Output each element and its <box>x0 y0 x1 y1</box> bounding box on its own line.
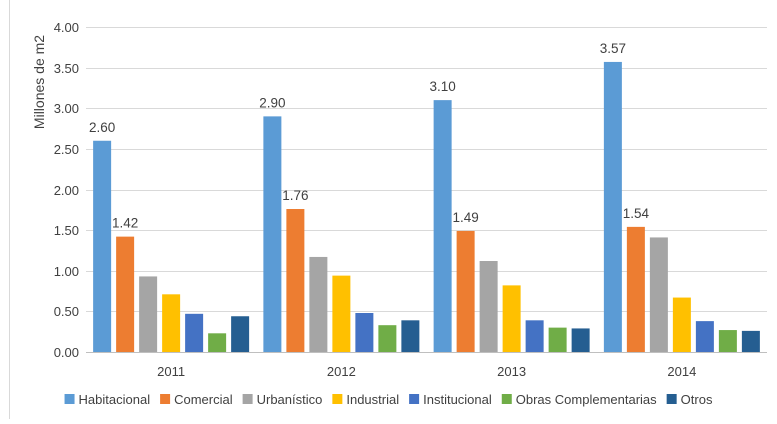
x-tick-label: 2014 <box>667 364 696 379</box>
x-tick-label: 2013 <box>497 364 526 379</box>
bars <box>93 61 760 352</box>
bar-urban-stico-2014 <box>649 237 668 352</box>
legend-label: Otros <box>681 392 713 407</box>
y-tick-label: 3.50 <box>54 61 79 76</box>
bar-comercial-2013 <box>456 230 475 352</box>
legend-label: Urbanístico <box>257 392 323 407</box>
x-axis-ticks: 2011 2012 2013 2014 <box>157 364 696 379</box>
legend-swatch <box>332 394 343 404</box>
bar-industrial-2012 <box>332 275 351 352</box>
legend: Habitacional Comercial Urbanístico Industri… <box>64 392 713 407</box>
y-tick-label: 0.50 <box>54 304 79 319</box>
y-axis-ticks: 0.00 0.50 1.00 1.50 2.00 2.50 3.00 3.50 4.00 <box>54 20 79 360</box>
legend-item: Habitacional <box>64 392 151 407</box>
legend-item: Otros <box>666 392 713 407</box>
x-tick-label: 2011 <box>157 364 185 379</box>
bar-institucional-2014 <box>695 321 714 352</box>
data-label: 1.76 <box>282 188 308 203</box>
legend-item: Comercial <box>160 392 233 407</box>
x-tick-label: 2012 <box>327 364 356 379</box>
y-tick-label: 1.00 <box>54 264 79 279</box>
legend-swatch <box>501 394 512 404</box>
bar-otros-2014 <box>741 330 760 352</box>
legend-swatch <box>409 394 420 404</box>
bar-otros-2012 <box>401 320 420 352</box>
bar-obras-complementarias-2012 <box>378 325 397 352</box>
bar-urban-stico-2012 <box>309 256 328 352</box>
bar-obras-complementarias-2013 <box>548 327 567 352</box>
bar-institucional-2013 <box>525 320 544 352</box>
data-label: 3.10 <box>429 79 455 94</box>
legend-swatch <box>64 394 75 404</box>
data-label: 1.54 <box>623 206 650 221</box>
bar-institucional-2012 <box>355 313 374 352</box>
y-axis-title: Millones de m2 <box>31 35 47 129</box>
legend-item: Institucional <box>409 392 492 407</box>
bar-industrial-2011 <box>162 294 181 352</box>
data-labels: 2.60 1.42 2.90 1.76 3.10 1.49 3.57 1.54 <box>89 41 650 231</box>
legend-item: Urbanístico <box>242 392 323 407</box>
data-label: 1.42 <box>112 216 138 231</box>
data-label: 1.49 <box>452 210 478 225</box>
data-label: 2.60 <box>89 120 115 135</box>
legend-label: Industrial <box>346 392 399 407</box>
legend-swatch <box>242 394 253 404</box>
y-tick-label: 1.50 <box>54 223 79 238</box>
bar-habitacional-2012 <box>263 116 282 352</box>
bar-industrial-2013 <box>502 285 521 352</box>
legend-item: Industrial <box>332 392 399 407</box>
legend-label: Habitacional <box>79 392 151 407</box>
legend-label: Obras Complementarias <box>516 392 657 407</box>
bar-habitacional-2014 <box>603 61 622 352</box>
legend-label: Comercial <box>174 392 233 407</box>
y-tick-label: 3.00 <box>54 101 79 116</box>
legend-label: Institucional <box>423 392 492 407</box>
y-tick-label: 0.00 <box>54 345 79 360</box>
y-tick-label: 2.50 <box>54 142 79 157</box>
bar-otros-2011 <box>231 316 250 352</box>
bar-comercial-2012 <box>286 209 305 352</box>
bar-habitacional-2011 <box>93 140 112 352</box>
y-tick-label: 2.00 <box>54 183 79 198</box>
bar-institucional-2011 <box>185 313 204 352</box>
bar-comercial-2014 <box>626 226 645 352</box>
data-label: 3.57 <box>600 41 626 56</box>
legend-swatch <box>666 394 677 404</box>
legend-item: Obras Complementarias <box>501 392 657 407</box>
legend-swatch <box>160 394 171 404</box>
bar-comercial-2011 <box>116 236 135 352</box>
bar-habitacional-2013 <box>433 100 452 352</box>
bar-obras-complementarias-2014 <box>718 330 737 352</box>
bar-industrial-2014 <box>672 297 691 352</box>
bar-urban-stico-2011 <box>139 276 158 352</box>
bar-urban-stico-2013 <box>479 261 498 352</box>
data-label: 2.90 <box>259 95 285 110</box>
bar-obras-complementarias-2011 <box>208 333 227 352</box>
bar-otros-2013 <box>571 328 590 352</box>
y-tick-label: 4.00 <box>54 20 79 35</box>
gridlines <box>86 27 767 353</box>
